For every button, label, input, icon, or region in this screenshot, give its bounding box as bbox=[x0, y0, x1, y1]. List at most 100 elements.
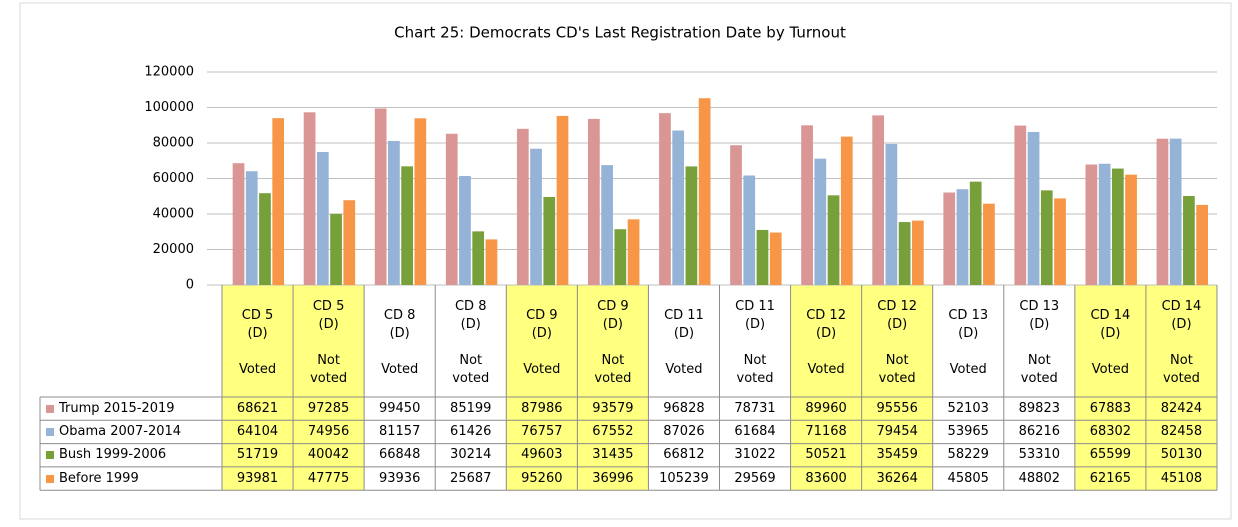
highlight bbox=[790, 285, 862, 491]
legend-label: Obama 2007-2014 bbox=[59, 423, 182, 439]
bar bbox=[1027, 131, 1040, 285]
bar bbox=[814, 158, 827, 285]
data-label: 105239 bbox=[659, 470, 709, 486]
bar bbox=[1014, 125, 1027, 285]
data-label: 97285 bbox=[307, 400, 350, 416]
bar bbox=[983, 203, 995, 285]
data-label: 95260 bbox=[521, 470, 563, 486]
bar bbox=[685, 166, 698, 285]
legend-swatch bbox=[46, 427, 54, 436]
bar bbox=[911, 220, 924, 285]
highlight bbox=[1074, 285, 1146, 491]
category-label: CD 8 (D) Not voted bbox=[452, 299, 490, 386]
data-label: 36264 bbox=[876, 470, 918, 486]
bar bbox=[730, 145, 742, 285]
category-label: CD 9 (D) Not voted bbox=[594, 299, 632, 386]
bar bbox=[516, 128, 529, 285]
data-label: 52103 bbox=[947, 400, 989, 416]
chart-border bbox=[19, 2, 1232, 520]
data-label: 87026 bbox=[663, 423, 705, 439]
data-label: 82424 bbox=[1160, 400, 1203, 416]
data-label: 68621 bbox=[236, 400, 279, 416]
y-tick-label: 20000 bbox=[153, 242, 194, 257]
bar bbox=[1040, 190, 1053, 285]
highlight bbox=[577, 285, 649, 491]
category-label: CD 12 (D) Not voted bbox=[877, 299, 918, 386]
highlight bbox=[222, 285, 294, 491]
data-label: 50521 bbox=[805, 447, 847, 463]
data-label: 45108 bbox=[1160, 470, 1203, 486]
bar bbox=[543, 196, 556, 285]
bar bbox=[374, 108, 387, 285]
bar bbox=[1156, 138, 1169, 285]
y-tick-label: 40000 bbox=[153, 207, 194, 222]
bar bbox=[459, 175, 471, 285]
bar bbox=[1169, 138, 1182, 285]
bar bbox=[956, 189, 969, 285]
legend-entry: Trump 2015-2019 bbox=[40, 397, 222, 420]
bar bbox=[743, 175, 756, 285]
category-label: CD 9 (D) Voted bbox=[523, 308, 561, 377]
data-label: 29569 bbox=[734, 470, 776, 486]
data-label: 93936 bbox=[378, 470, 421, 486]
bar bbox=[1125, 174, 1137, 285]
data-label: 47775 bbox=[307, 470, 350, 486]
data-label: 36996 bbox=[592, 470, 634, 486]
bar bbox=[316, 151, 329, 285]
bar bbox=[303, 112, 316, 285]
bar bbox=[485, 239, 498, 285]
bar bbox=[556, 115, 569, 285]
bar bbox=[1085, 164, 1098, 285]
data-label: 48802 bbox=[1018, 470, 1060, 486]
data-label: 64104 bbox=[236, 423, 279, 439]
bar bbox=[401, 166, 413, 285]
bar bbox=[672, 130, 685, 285]
data-label: 66848 bbox=[378, 447, 421, 463]
bar bbox=[872, 115, 885, 286]
data-label: 53965 bbox=[947, 423, 989, 439]
category-label: CD 14 (D) Voted bbox=[1090, 308, 1131, 377]
data-label: 76757 bbox=[521, 423, 563, 439]
data-label: 61684 bbox=[734, 423, 776, 439]
bar bbox=[885, 143, 898, 285]
legend-swatch bbox=[46, 474, 54, 483]
bar bbox=[388, 140, 400, 285]
bar bbox=[969, 181, 982, 285]
data-label: 82458 bbox=[1160, 423, 1203, 439]
bar bbox=[1098, 163, 1111, 285]
data-label: 49603 bbox=[521, 447, 563, 463]
highlight bbox=[506, 285, 578, 491]
highlight bbox=[1145, 285, 1217, 491]
data-label: 31022 bbox=[734, 447, 776, 463]
bar bbox=[259, 193, 271, 285]
data-label: 85199 bbox=[450, 400, 492, 416]
data-label: 25687 bbox=[450, 470, 492, 486]
data-label: 62165 bbox=[1089, 470, 1132, 486]
y-tick-label: 0 bbox=[186, 278, 194, 293]
data-label: 30214 bbox=[450, 447, 492, 463]
data-label: 93579 bbox=[592, 400, 634, 416]
bar bbox=[1111, 168, 1124, 285]
category-label: CD 11 (D) Not voted bbox=[735, 299, 775, 386]
bar bbox=[1183, 196, 1195, 285]
category-label: CD 14 (D) Not voted bbox=[1161, 299, 1202, 386]
bar bbox=[472, 231, 485, 285]
data-label: 83600 bbox=[805, 470, 847, 486]
data-label: 99450 bbox=[378, 400, 421, 416]
data-label: 86216 bbox=[1018, 423, 1060, 439]
bar bbox=[898, 222, 911, 285]
data-label: 79454 bbox=[876, 423, 918, 439]
y-tick-label: 60000 bbox=[153, 171, 194, 186]
bar bbox=[827, 195, 840, 285]
data-label: 78731 bbox=[734, 400, 776, 416]
category-label: CD 13 (D) Not voted bbox=[1019, 299, 1060, 386]
bar bbox=[801, 125, 813, 285]
data-label: 74956 bbox=[307, 423, 350, 439]
category-label: CD 5 (D) Voted bbox=[238, 308, 277, 377]
category-label: CD 11 (D) Voted bbox=[664, 308, 704, 377]
bar bbox=[1196, 204, 1208, 285]
bar bbox=[627, 219, 640, 285]
data-label: 53310 bbox=[1018, 447, 1060, 463]
category-label: CD 12 (D) Voted bbox=[806, 308, 846, 377]
